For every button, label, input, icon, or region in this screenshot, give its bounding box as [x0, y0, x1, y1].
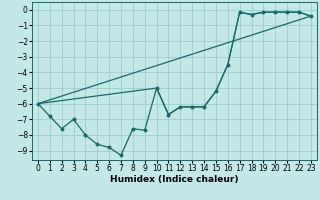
X-axis label: Humidex (Indice chaleur): Humidex (Indice chaleur) [110, 175, 239, 184]
